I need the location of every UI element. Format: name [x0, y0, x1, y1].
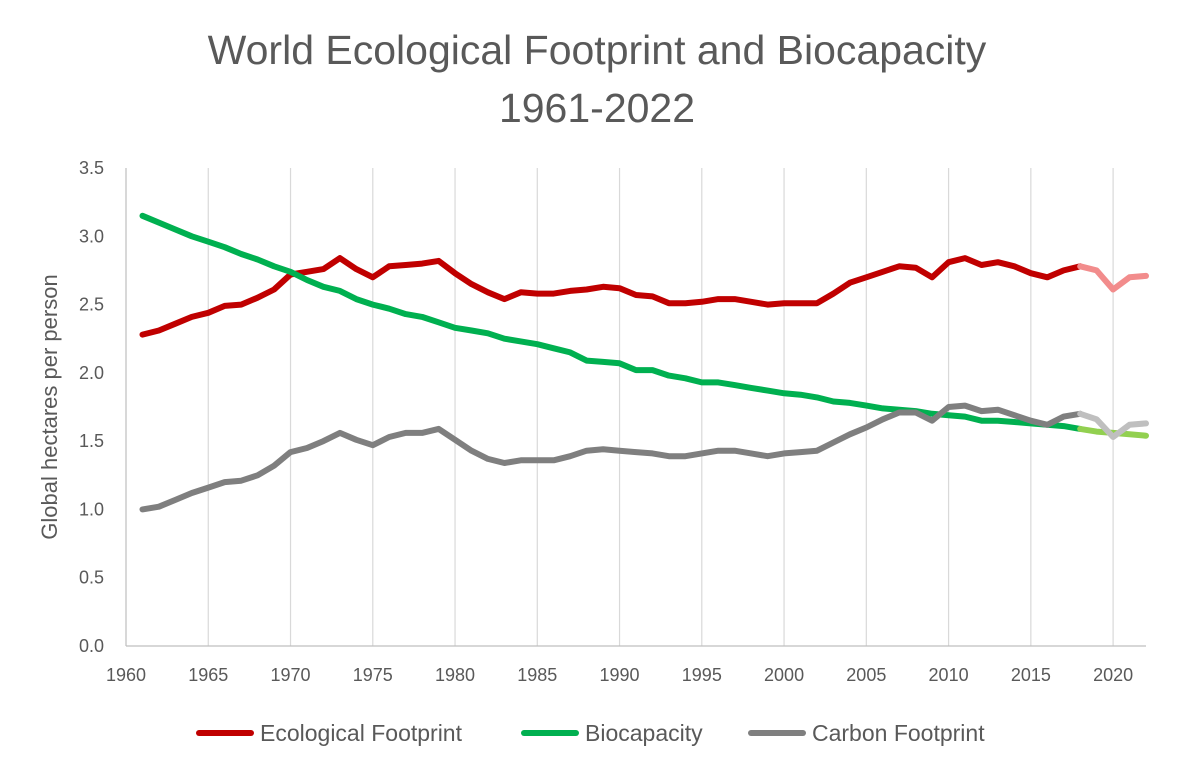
- y-tick-label: 0.5: [79, 568, 104, 588]
- x-tick-label: 2005: [846, 665, 886, 685]
- x-tick-label: 2000: [764, 665, 804, 685]
- chart-title-line-1: World Ecological Footprint and Biocapaci…: [207, 27, 987, 73]
- y-tick-label: 1.0: [79, 499, 104, 519]
- chart-title-line-2: 1961-2022: [498, 85, 696, 131]
- x-tick-label: 1965: [188, 665, 228, 685]
- series-projection-carbon-footprint: [1077, 410, 1149, 440]
- x-tick-label: 2015: [1011, 665, 1051, 685]
- x-tick-label: 1995: [682, 665, 722, 685]
- legend-item-biocapacity: Biocapacity: [521, 716, 703, 750]
- x-tick-label: 1985: [517, 665, 557, 685]
- axes: [125, 168, 1146, 647]
- series-lines: [139, 212, 1149, 513]
- y-tick-label: 3.0: [79, 226, 104, 246]
- y-tick-label: 2.5: [79, 295, 104, 315]
- series-line-biocapacity: [139, 212, 1084, 432]
- series-projection-ecological-footprint: [1077, 263, 1149, 293]
- y-tick-label: 2.0: [79, 363, 104, 383]
- x-tick-label: 1990: [600, 665, 640, 685]
- tick-labels: 1960 1965 1970 1975 1980 1985 1990 1995 2000 2005…: [79, 158, 1133, 685]
- x-tick-label: 1980: [435, 665, 475, 685]
- y-tick-label: 3.5: [79, 158, 104, 178]
- legend-swatch-carbon-footprint: [748, 730, 806, 736]
- legend-swatch-ecological-footprint: [196, 730, 254, 736]
- legend-label-biocapacity: Biocapacity: [585, 719, 703, 746]
- legend-label-ecological-footprint: Ecological Footprint: [260, 719, 462, 746]
- legend-item-carbon-footprint: Carbon Footprint: [748, 716, 985, 750]
- x-tick-label: 1975: [353, 665, 393, 685]
- grid-lines: [207, 168, 1114, 646]
- y-tick-label: 0.0: [79, 636, 104, 656]
- legend: Ecological Footprint Biocapacity Carbon …: [0, 716, 1194, 750]
- x-tick-label: 1960: [106, 665, 146, 685]
- legend-label-carbon-footprint: Carbon Footprint: [812, 719, 985, 746]
- legend-swatch-biocapacity: [521, 730, 579, 736]
- series-line-carbon-footprint: [139, 402, 1084, 513]
- x-tick-label: 1970: [270, 665, 310, 685]
- legend-item-ecological-footprint: Ecological Footprint: [196, 716, 462, 750]
- y-tick-label: 1.5: [79, 431, 104, 451]
- x-tick-label: 2010: [929, 665, 969, 685]
- x-tick-label: 2020: [1093, 665, 1133, 685]
